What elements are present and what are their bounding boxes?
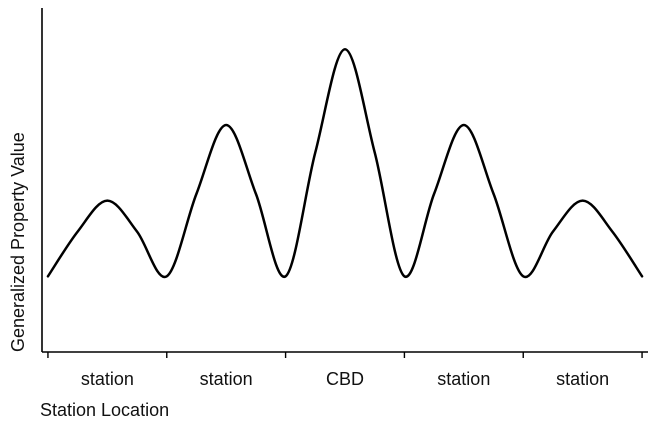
x-tick-label-2: CBD [326, 369, 364, 389]
plot-area: station station CBD station station [41, 8, 648, 389]
property-value-curve [46, 48, 644, 279]
x-tick-labels: station station CBD station station [81, 369, 609, 389]
x-tick-label-3: station [437, 369, 490, 389]
x-tick-label-4: station [556, 369, 609, 389]
x-axis-label: Station Location [40, 400, 169, 420]
x-ticks [47, 352, 643, 358]
x-tick-label-0: station [81, 369, 134, 389]
y-axis-label: Generalized Property Value [8, 132, 28, 352]
x-tick-label-1: station [200, 369, 253, 389]
